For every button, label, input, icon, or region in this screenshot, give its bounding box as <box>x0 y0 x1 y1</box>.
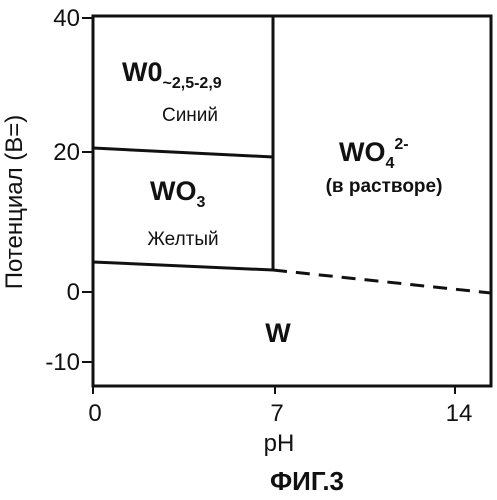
region-wo3-label: WO3 <box>150 176 206 211</box>
region-wo4-caption: (в растворе) <box>326 176 443 197</box>
region-wo3-caption: Желтый <box>147 229 218 250</box>
y-tick-label-20: 20 <box>53 139 80 166</box>
boundary-wo4-w-dashed <box>273 270 491 293</box>
y-axis-title: Потенциал (В=) <box>1 115 28 290</box>
region-w-label: W <box>265 318 291 348</box>
x-tick-label-7: 7 <box>270 400 283 427</box>
region-w0-label: W0~2,5-2,9 <box>122 57 222 92</box>
y-tick-label-40: 40 <box>53 5 80 32</box>
figure-label: ФИГ.3 <box>270 466 344 496</box>
x-axis-title: pH <box>264 430 295 457</box>
x-tick-label-0: 0 <box>88 400 101 427</box>
region-w0-caption: Синий <box>162 105 218 126</box>
boundary-w0-wo3 <box>93 148 273 157</box>
y-tick-label-0: 0 <box>67 279 80 306</box>
x-tick-label-14: 14 <box>446 400 473 427</box>
y-tick-label-minus10: -10 <box>45 349 80 376</box>
boundary-wo3-w <box>93 262 273 270</box>
region-wo4-label: WO42- <box>339 136 409 172</box>
